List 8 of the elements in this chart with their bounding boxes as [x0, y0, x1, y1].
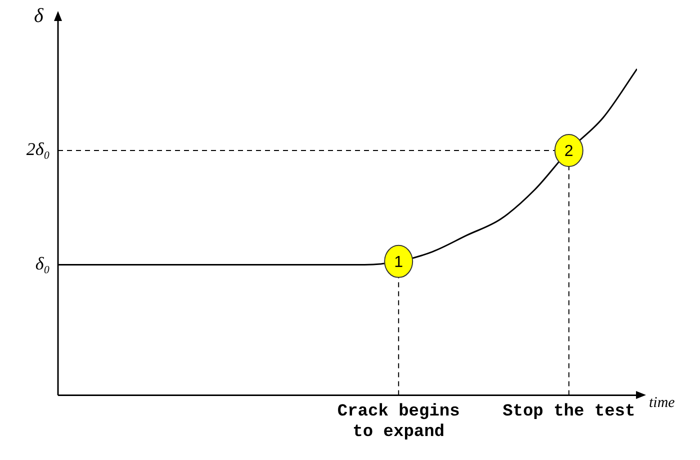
y-axis-title: δ — [34, 5, 44, 27]
x-axis-title: time — [649, 395, 676, 412]
x-tick-label: Stop the test — [502, 402, 636, 422]
annotation: 2 — [564, 142, 574, 160]
text: δ₀ — [35, 253, 50, 274]
x-tick-label: Crack begins to expand — [337, 402, 460, 442]
ref-line-label: 2δ₀ — [26, 139, 50, 160]
annotation: 1 — [394, 254, 404, 271]
